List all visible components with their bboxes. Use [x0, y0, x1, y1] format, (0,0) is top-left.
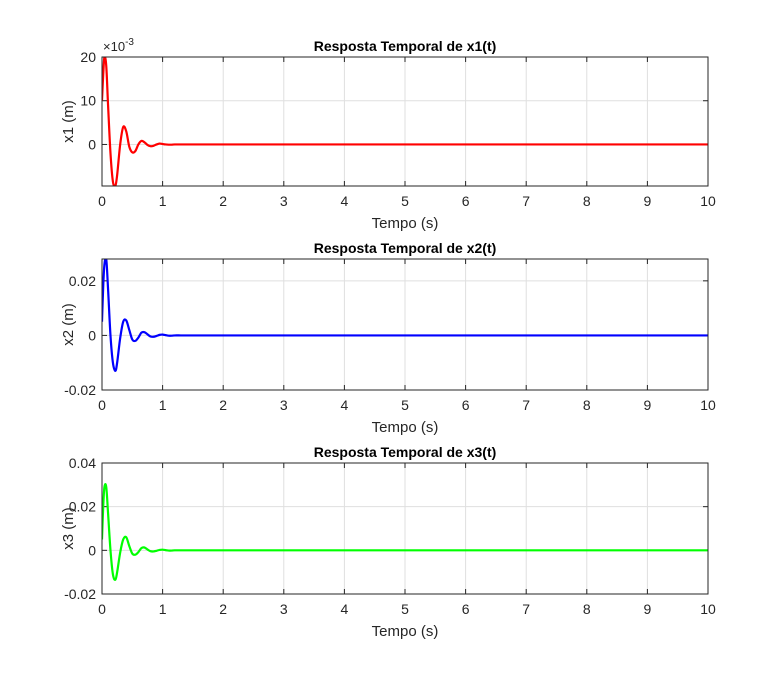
y-tick-label: 0: [88, 136, 96, 152]
y-tick-label: 0.02: [69, 273, 96, 289]
axes-box: [101, 462, 709, 595]
y-tick-label: 10: [80, 93, 96, 109]
x-tick-label: 10: [700, 601, 716, 617]
x-tick-label: 8: [583, 193, 591, 209]
y-tick-label: 0: [88, 542, 96, 558]
series-line: [102, 57, 708, 186]
x-tick-label: 2: [219, 193, 227, 209]
x-tick-label: 3: [280, 601, 288, 617]
x-axis-label: Tempo (s): [372, 419, 439, 436]
x-tick-label: 9: [644, 193, 652, 209]
x-tick-label: 5: [401, 397, 409, 413]
x-tick-label: 7: [522, 397, 530, 413]
x-tick-label: 0: [98, 193, 106, 209]
series-line: [102, 259, 708, 372]
x-tick-label: 8: [583, 397, 591, 413]
x-tick-label: 3: [280, 397, 288, 413]
x-tick-label: 10: [700, 193, 716, 209]
x-tick-label: 8: [583, 601, 591, 617]
x-tick-label: 0: [98, 601, 106, 617]
x-tick-label: 1: [159, 193, 167, 209]
y-tick-label: 0: [88, 327, 96, 343]
series-line: [102, 483, 708, 581]
x-tick-label: 10: [700, 397, 716, 413]
x-tick-label: 7: [522, 601, 530, 617]
y-tick-label: -0.02: [64, 382, 96, 398]
x-tick-label: 0: [98, 397, 106, 413]
axes-box: [101, 258, 709, 391]
y-exponent-power: -3: [125, 37, 134, 48]
axes-box: [101, 56, 709, 187]
chart-title: Resposta Temporal de x1(t): [314, 38, 497, 54]
x-tick-label: 6: [462, 601, 470, 617]
x-tick-label: 7: [522, 193, 530, 209]
y-axis-label: x3 (m): [60, 507, 77, 550]
y-tick-label: -0.02: [64, 586, 96, 602]
x-tick-label: 6: [462, 397, 470, 413]
x-tick-label: 1: [159, 397, 167, 413]
x-axis-label: Tempo (s): [372, 215, 439, 232]
y-tick-label: 0.04: [69, 455, 96, 471]
y-tick-label: 20: [80, 49, 96, 65]
y-tick-label: 0.02: [69, 499, 96, 515]
chart-title: Resposta Temporal de x3(t): [314, 444, 497, 460]
x-tick-label: 2: [219, 601, 227, 617]
y-axis-label: x2 (m): [60, 303, 77, 346]
x-tick-label: 4: [341, 397, 349, 413]
x-axis-label: Tempo (s): [372, 623, 439, 640]
y-exponent-label: ×10-3: [103, 37, 134, 54]
x-tick-label: 2: [219, 397, 227, 413]
y-axis-label: x1 (m): [60, 100, 77, 143]
x-tick-label: 5: [401, 601, 409, 617]
x-tick-label: 4: [341, 193, 349, 209]
x-tick-label: 3: [280, 193, 288, 209]
chart-title: Resposta Temporal de x2(t): [314, 240, 497, 256]
x-tick-label: 9: [644, 397, 652, 413]
y-exponent-base: ×10: [103, 39, 125, 54]
x-tick-label: 4: [341, 601, 349, 617]
x-tick-label: 6: [462, 193, 470, 209]
x-tick-label: 5: [401, 193, 409, 209]
x-tick-label: 1: [159, 601, 167, 617]
x-tick-label: 9: [644, 601, 652, 617]
subplot-1: 0 1 2 3 4 5 6 7 8 9 10 20 10 0 Resposta Temporal de x1…: [60, 37, 716, 232]
